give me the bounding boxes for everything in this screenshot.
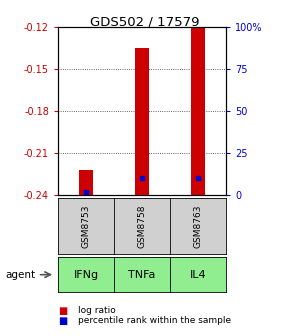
Text: GSM8758: GSM8758 bbox=[137, 204, 147, 248]
Text: GSM8763: GSM8763 bbox=[194, 204, 203, 248]
Bar bbox=[191, 27, 205, 195]
Text: GDS502 / 17579: GDS502 / 17579 bbox=[90, 15, 200, 28]
Bar bbox=[135, 48, 149, 195]
Text: ■: ■ bbox=[58, 306, 67, 316]
Text: TNFa: TNFa bbox=[128, 270, 156, 280]
Text: ■: ■ bbox=[58, 316, 67, 326]
Bar bbox=[79, 170, 93, 195]
Text: IL4: IL4 bbox=[190, 270, 206, 280]
Text: log ratio: log ratio bbox=[78, 306, 116, 315]
Text: IFNg: IFNg bbox=[73, 270, 99, 280]
Text: percentile rank within the sample: percentile rank within the sample bbox=[78, 317, 231, 325]
Text: GSM8753: GSM8753 bbox=[81, 204, 90, 248]
Text: agent: agent bbox=[6, 270, 36, 280]
